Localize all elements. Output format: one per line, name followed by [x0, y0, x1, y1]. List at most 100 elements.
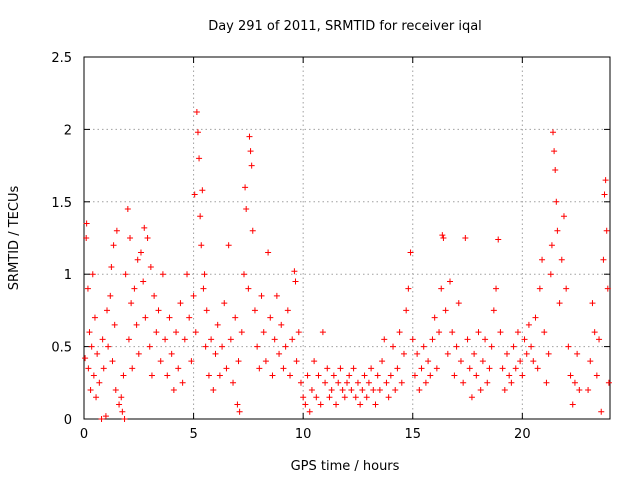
- data-point: [129, 365, 136, 372]
- data-point: [191, 191, 198, 198]
- data-point: [479, 358, 486, 365]
- data-point: [102, 413, 109, 420]
- data-point: [436, 329, 443, 336]
- data-point: [173, 329, 180, 336]
- chart-title: Day 291 of 2011, SRMTID for receiver iqa…: [208, 19, 482, 34]
- data-point: [350, 365, 357, 372]
- data-point: [89, 271, 96, 278]
- data-point: [543, 379, 550, 386]
- x-axis-label: GPS time / hours: [291, 459, 400, 474]
- data-point: [405, 285, 412, 292]
- data-point: [596, 336, 603, 343]
- data-point: [390, 343, 397, 350]
- data-point: [251, 307, 258, 314]
- data-point: [271, 336, 278, 343]
- data-point: [146, 343, 153, 350]
- data-point: [113, 227, 120, 234]
- data-point: [571, 379, 578, 386]
- data-point: [105, 343, 112, 350]
- data-point: [473, 372, 480, 379]
- grid-lines: [84, 57, 610, 419]
- data-point: [100, 365, 107, 372]
- y-tick-label: 2.5: [51, 51, 72, 66]
- data-point: [232, 314, 239, 321]
- data-point: [385, 394, 392, 401]
- data-point: [471, 350, 478, 357]
- data-point: [403, 307, 410, 314]
- data-point: [236, 408, 243, 415]
- data-point: [293, 358, 300, 365]
- data-point: [453, 343, 460, 350]
- data-point: [400, 350, 407, 357]
- data-point: [140, 278, 147, 285]
- plot-frame: [83, 56, 611, 420]
- data-point: [567, 372, 574, 379]
- data-point: [495, 236, 502, 243]
- data-point: [493, 285, 500, 292]
- y-tick-label: 2: [64, 123, 72, 138]
- data-point: [292, 278, 299, 285]
- data-point: [519, 372, 526, 379]
- data-point: [560, 213, 567, 220]
- data-point: [151, 292, 158, 299]
- data-point: [422, 379, 429, 386]
- data-point: [166, 314, 173, 321]
- data-point: [254, 343, 261, 350]
- data-point: [119, 408, 126, 415]
- data-point: [201, 271, 208, 278]
- data-point: [107, 292, 114, 299]
- data-point: [141, 224, 148, 231]
- data-point: [396, 329, 403, 336]
- data-point: [374, 372, 381, 379]
- data-point: [603, 227, 610, 234]
- data-point: [354, 379, 361, 386]
- data-point: [411, 372, 418, 379]
- data-point: [297, 379, 304, 386]
- data-point: [162, 336, 169, 343]
- data-point: [370, 387, 377, 394]
- data-point: [315, 372, 322, 379]
- y-axis-label: SRMTID / TECUs: [7, 186, 22, 291]
- data-point: [598, 408, 605, 415]
- data-point: [313, 394, 320, 401]
- data-point: [188, 358, 195, 365]
- data-point: [550, 129, 557, 136]
- data-point: [98, 416, 105, 422]
- data-point: [420, 343, 427, 350]
- data-point: [539, 256, 546, 263]
- data-point: [235, 358, 242, 365]
- data-point: [447, 278, 454, 285]
- x-tick-label: 20: [514, 427, 531, 442]
- data-point: [510, 343, 517, 350]
- data-point: [219, 343, 226, 350]
- data-point: [574, 350, 581, 357]
- data-point: [387, 372, 394, 379]
- data-point: [398, 379, 405, 386]
- data-point: [499, 365, 506, 372]
- data-point: [110, 242, 117, 249]
- data-point: [118, 394, 125, 401]
- data-point: [198, 242, 205, 249]
- data-point: [439, 232, 446, 239]
- data-point: [137, 249, 144, 256]
- data-point: [210, 387, 217, 394]
- data-point: [282, 343, 289, 350]
- data-point: [308, 387, 315, 394]
- data-point: [457, 358, 464, 365]
- y-tick-label: 1: [64, 268, 72, 283]
- data-point: [234, 401, 241, 408]
- data-point: [551, 148, 558, 155]
- data-point: [348, 387, 355, 394]
- data-point: [175, 365, 182, 372]
- data-point: [203, 307, 210, 314]
- data-point: [197, 213, 204, 220]
- data-point: [464, 336, 471, 343]
- data-point: [429, 336, 436, 343]
- data-point: [438, 285, 445, 292]
- data-point: [558, 256, 565, 263]
- data-point: [164, 372, 171, 379]
- data-point: [83, 235, 90, 241]
- data-point: [468, 394, 475, 401]
- data-point: [273, 292, 280, 299]
- data-point: [184, 271, 191, 278]
